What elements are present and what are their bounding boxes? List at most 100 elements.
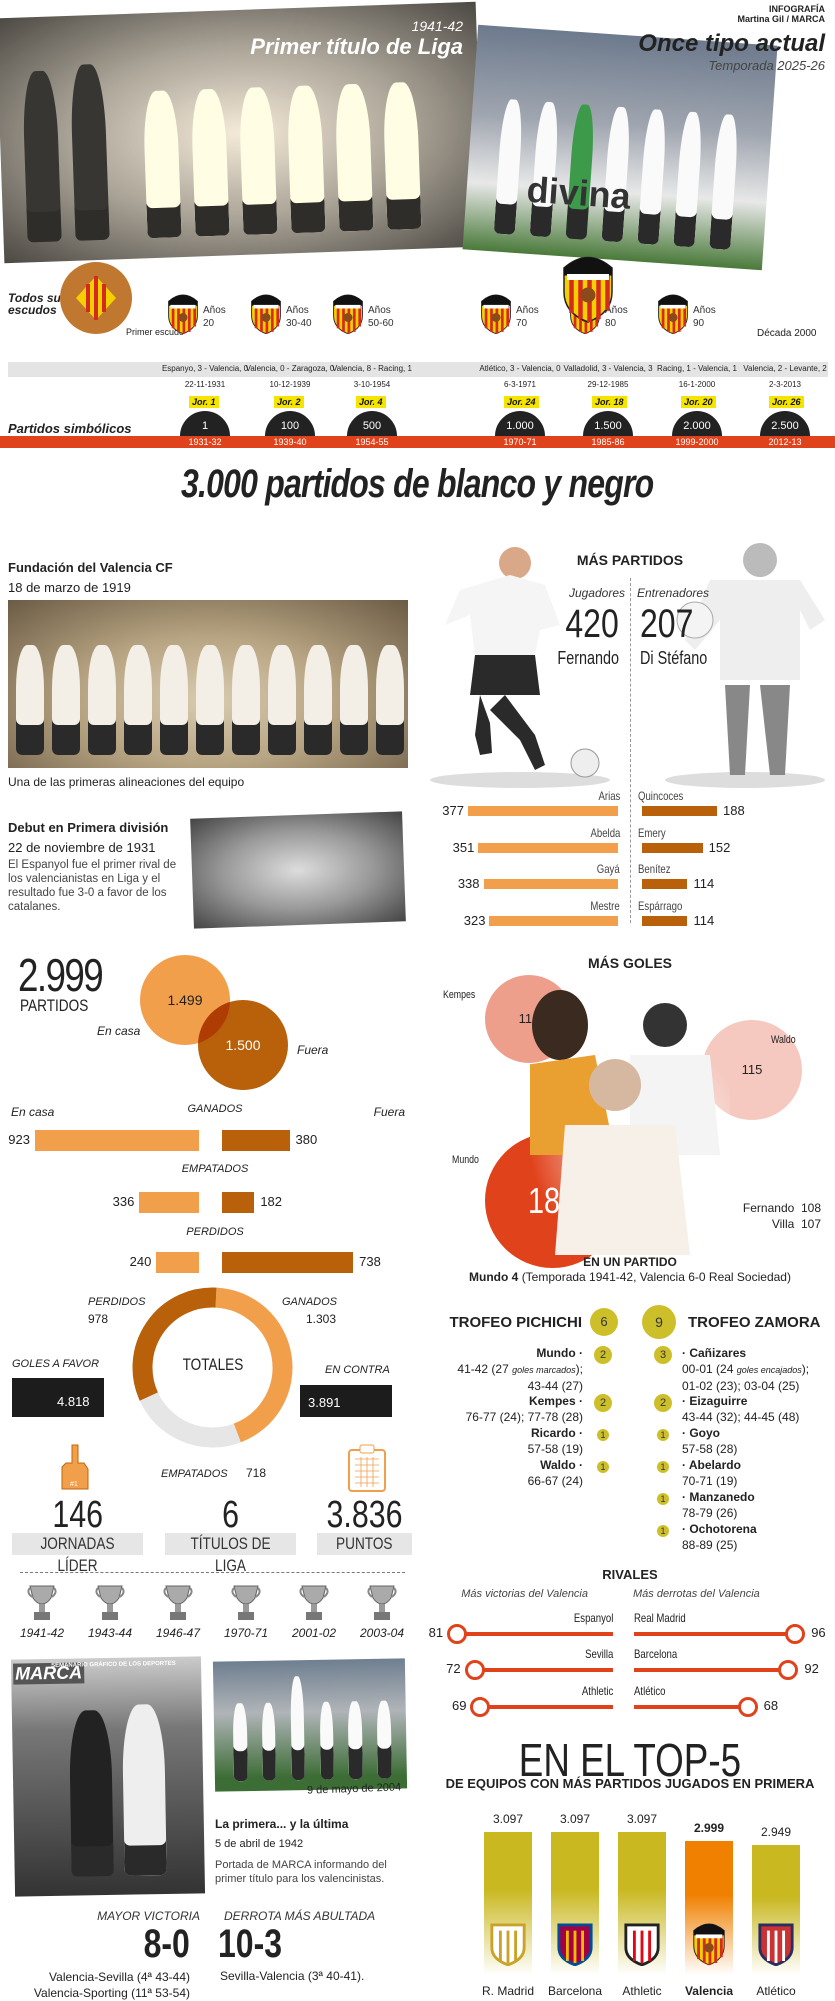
- sponsor-logo: divina: [525, 168, 633, 217]
- rival-team: Espanyol: [573, 1611, 614, 1625]
- player-value: 338: [457, 876, 480, 891]
- totals-center-label: TOTALES: [182, 1355, 243, 1374]
- rival-value: 92: [804, 1661, 819, 1676]
- split-home-label: En casa: [11, 1105, 55, 1119]
- match-season: 1970-71: [503, 437, 537, 447]
- crest-label: Años 30-40: [286, 305, 312, 329]
- trophy-count-badge: 3: [654, 1346, 672, 1364]
- top5-value: 3.097: [626, 1812, 658, 1826]
- coach-name: Benítez: [638, 862, 671, 876]
- rivals-wins-label: Más victorias del Valencia: [461, 1588, 588, 1600]
- match-round: Jor. 1: [189, 396, 219, 408]
- team-crest-icon: [556, 1920, 594, 1971]
- split-away-label: Fuera: [373, 1105, 405, 1119]
- title-season: 2001-02: [291, 1626, 337, 1640]
- total-matches-label: PARTIDOS: [20, 996, 89, 1015]
- lost-value: 978: [88, 1312, 109, 1326]
- title-season: 1941-42: [19, 1626, 65, 1640]
- trophy-count-badge: 2: [594, 1346, 612, 1364]
- crest-label: Años 50-60: [368, 305, 394, 329]
- trophy-winner: · Abelardo 70-71 (19): [682, 1458, 741, 1488]
- top5-subtitle: DE EQUIPOS CON MÁS PARTIDOS JUGADOS EN P…: [445, 1776, 815, 1791]
- home-bar: [35, 1130, 199, 1151]
- trophy-icon: [366, 1582, 398, 1622]
- coach-bar: [642, 879, 688, 889]
- top5-team: Valencia: [684, 1984, 734, 1998]
- rival-marker: [785, 1624, 806, 1644]
- drawn-label: EMPATADOS: [161, 1468, 228, 1480]
- trophy-winner: · Cañizares 00-01 (24 goles encajados); 01…: [682, 1346, 810, 1393]
- coach-value: 114: [693, 876, 715, 891]
- match-number: 2.500: [760, 411, 810, 436]
- match-season: 1939-40: [273, 437, 307, 447]
- trophy-count-badge: 1: [657, 1429, 669, 1441]
- stat-value: 146: [52, 1494, 103, 1536]
- player-name: Mestre: [590, 899, 620, 913]
- trophy-count-badge: 1: [657, 1493, 669, 1505]
- rival-team: Real Madrid: [634, 1611, 686, 1625]
- photo-debut: [190, 811, 406, 929]
- title-season: 2003-04: [359, 1626, 405, 1640]
- trophy-icon: [94, 1582, 126, 1622]
- rival-losses-bar: [634, 1624, 806, 1644]
- title-season: 1970-71: [223, 1626, 269, 1640]
- match-number: 2.000: [672, 411, 722, 436]
- first-last-text: Portada de MARCA informando del primer t…: [215, 1859, 387, 1885]
- match-result: Espanyo, 3 - Valencia, 0: [161, 364, 249, 373]
- split-row-label: GANADOS: [187, 1103, 243, 1115]
- crest-label: Primer escudo: [126, 327, 185, 337]
- kempes-label: Kempes: [443, 989, 476, 1001]
- top-player-value: 420: [565, 602, 619, 646]
- first-title-heading: Primer título de Liga: [250, 34, 463, 59]
- rival-value: 68: [763, 1698, 779, 1713]
- top5-value: 2.999: [693, 1820, 725, 1835]
- match-result: Valencia, 0 - Zaragoza, 0: [245, 364, 335, 373]
- match-round: Jor. 20: [681, 396, 716, 408]
- foundation-title: Fundación del Valencia CF: [8, 560, 173, 575]
- rivals-title: RIVALES: [602, 1567, 658, 1582]
- main-title: 3.000 partidos de blanco y negro: [181, 462, 654, 506]
- top5-team: Athletic: [622, 1984, 662, 1998]
- coach-name: Emery: [638, 826, 666, 840]
- players-label: Jugadores: [568, 586, 625, 600]
- symbolic-title: Partidos simbólicos: [8, 421, 132, 436]
- first-last-title: La primera... y la última: [215, 1817, 349, 1831]
- player-bar: [478, 843, 618, 853]
- rival-marker: [470, 1697, 491, 1717]
- home-value: 336: [112, 1194, 135, 1209]
- match-season: 2012-13: [768, 437, 802, 447]
- rival-losses-bar: [634, 1660, 799, 1680]
- photo-2004-celebration: [212, 1658, 408, 1792]
- away-label: Fuera: [297, 1043, 329, 1057]
- other-scorers: Fernando 108 Villa 107: [742, 1201, 821, 1231]
- top5-title: EN EL TOP-5: [518, 1734, 742, 1786]
- rival-wins-bar: [464, 1660, 613, 1680]
- credit-label: INFOGRAFÍA: [769, 4, 825, 14]
- trophy-winner: Mundo · 41-42 (27 goles marcados); 43-44 (…: [457, 1346, 583, 1393]
- lost-label: PERDIDOS: [88, 1296, 146, 1308]
- player-bar: [483, 879, 618, 889]
- rival-wins-bar: [470, 1697, 613, 1717]
- biggest-loss-matches: Sevilla-Valencia (3ª 40-41).: [220, 1969, 365, 1983]
- match-result: Valencia, 2 - Levante, 2: [743, 364, 827, 373]
- stat-label: TÍTULOS DE LIGA: [165, 1533, 296, 1575]
- home-value: 240: [129, 1254, 152, 1269]
- home-label: En casa: [97, 1024, 141, 1038]
- rival-losses-bar: [634, 1697, 758, 1717]
- match-result: Racing, 1 - Valencia, 1: [657, 364, 737, 373]
- rival-team: Sevilla: [584, 1647, 613, 1661]
- player-value: 351: [452, 840, 475, 855]
- coach-value: 114: [693, 913, 715, 928]
- trophy-icon: [162, 1582, 194, 1622]
- biggest-loss-score: 10-3: [218, 1922, 283, 1966]
- rival-value: 96: [811, 1625, 826, 1640]
- pichichi-count: 6: [590, 1308, 618, 1336]
- match-round: Jor. 2: [274, 396, 304, 408]
- most-matches-title: MÁS PARTIDOS: [576, 552, 684, 568]
- away-bar: [222, 1252, 354, 1273]
- trophy-count-badge: 1: [657, 1525, 669, 1537]
- seasons-strip: [0, 436, 835, 448]
- crest-label: Década 2000: [757, 328, 817, 339]
- away-bar: [222, 1192, 255, 1213]
- title-season: 1943-44: [87, 1626, 133, 1640]
